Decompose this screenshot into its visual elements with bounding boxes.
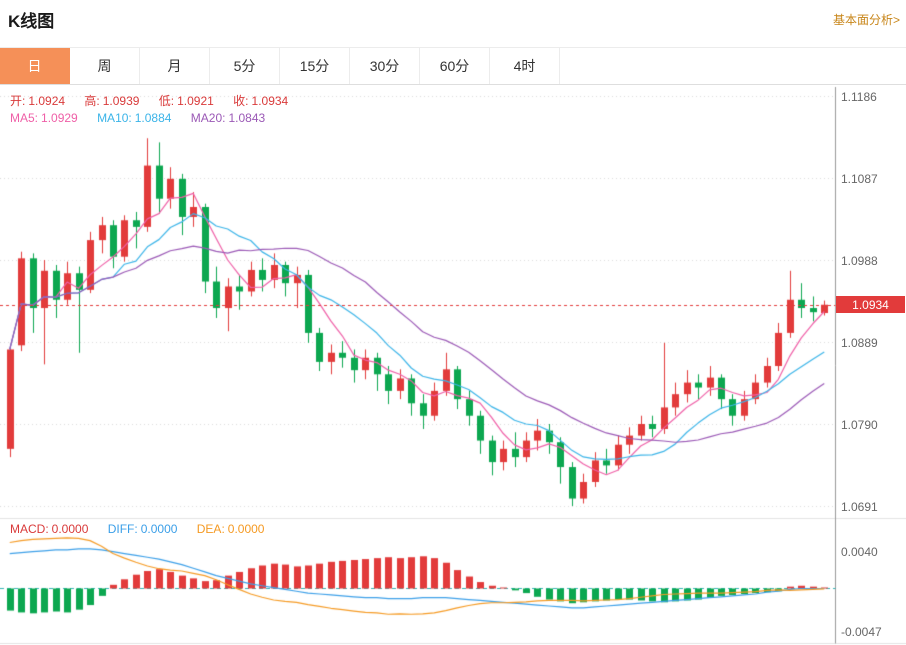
ohlc-info: 开: 1.0924 高: 1.0939 低: 1.0921 收: 1.0934 <box>10 92 304 109</box>
close-label: 收: <box>233 94 249 108</box>
diff-value: 0.0000 <box>140 522 178 536</box>
macd-axis-label: 0.0040 <box>841 545 878 559</box>
ma-info: MA5: 1.0929 MA10: 1.0884 MA20: 1.0843 <box>10 111 281 125</box>
ma20-label: MA20: <box>190 111 226 125</box>
open-value: 1.0924 <box>28 94 66 108</box>
ma5-value: 1.0929 <box>41 111 78 125</box>
high-value: 1.0939 <box>102 94 140 108</box>
ma10-label: MA10: <box>97 111 132 125</box>
ma20-value: 1.0843 <box>228 111 266 125</box>
low-value: 1.0921 <box>177 94 214 108</box>
macd-info: MACD: 0.0000 DIFF: 0.0000 DEA: 0.0000 <box>10 522 280 536</box>
y-axis-label: 1.0988 <box>841 253 878 268</box>
low-label: 低: <box>158 94 175 108</box>
diff-label: DIFF: <box>107 522 138 536</box>
macd-value: 0.0000 <box>51 522 89 536</box>
last-price-tag: 1.0934 <box>836 296 905 313</box>
y-axis-label: 1.1087 <box>841 171 878 186</box>
macd-label: MACD: <box>10 522 49 536</box>
macd-axis-label: -0.0047 <box>841 625 882 639</box>
open-label: 开: <box>10 94 26 108</box>
ma5-label: MA5: <box>10 111 39 125</box>
ma10-value: 1.0884 <box>134 111 172 125</box>
y-axis-label: 1.0691 <box>841 499 878 514</box>
high-label: 高: <box>84 94 100 108</box>
y-axis-label: 1.1186 <box>841 89 877 104</box>
dea-value: 0.0000 <box>227 522 265 536</box>
y-axis-label: 1.0889 <box>841 335 878 350</box>
close-value: 1.0934 <box>251 94 289 108</box>
dea-label: DEA: <box>196 522 225 536</box>
y-axis-label: 1.0790 <box>841 417 878 432</box>
